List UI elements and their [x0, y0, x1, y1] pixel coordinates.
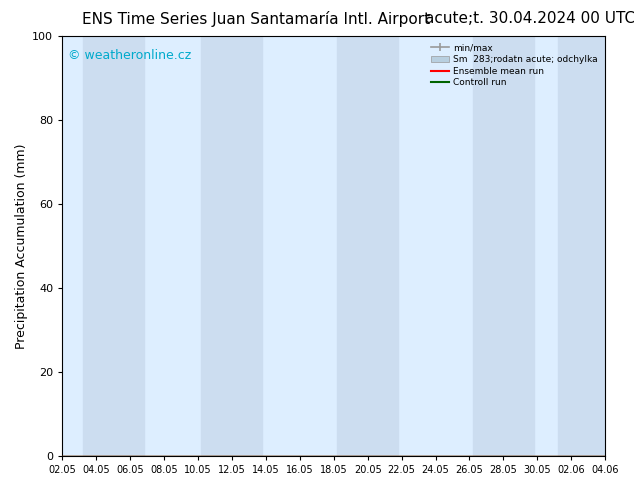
Bar: [473, 36, 534, 456]
Bar: [558, 36, 619, 456]
Legend: min/max, Sm  283;rodatn acute; odchylka, Ensemble mean run, Controll run: min/max, Sm 283;rodatn acute; odchylka, …: [428, 41, 601, 90]
Text: acute;t. 30.04.2024 00 UTC: acute;t. 30.04.2024 00 UTC: [425, 11, 634, 26]
Text: ENS Time Series Juan Santamaría Intl. Airport: ENS Time Series Juan Santamaría Intl. Ai…: [82, 11, 430, 27]
Bar: [337, 36, 398, 456]
Text: © weatheronline.cz: © weatheronline.cz: [68, 49, 191, 62]
Bar: [202, 36, 262, 456]
Y-axis label: Precipitation Accumulation (mm): Precipitation Accumulation (mm): [15, 143, 28, 349]
Bar: [82, 36, 144, 456]
